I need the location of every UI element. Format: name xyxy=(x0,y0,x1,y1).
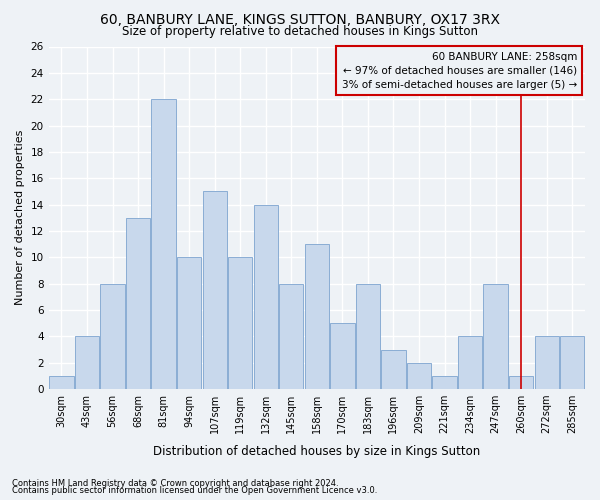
Bar xyxy=(203,192,227,389)
Bar xyxy=(509,376,533,389)
Text: 60 BANBURY LANE: 258sqm
← 97% of detached houses are smaller (146)
3% of semi-de: 60 BANBURY LANE: 258sqm ← 97% of detache… xyxy=(342,52,577,90)
Bar xyxy=(382,350,406,389)
Bar xyxy=(407,362,431,389)
Bar xyxy=(151,99,176,389)
Bar xyxy=(228,258,253,389)
Bar xyxy=(433,376,457,389)
Bar xyxy=(100,284,125,389)
Bar xyxy=(535,336,559,389)
Bar xyxy=(484,284,508,389)
Text: 60, BANBURY LANE, KINGS SUTTON, BANBURY, OX17 3RX: 60, BANBURY LANE, KINGS SUTTON, BANBURY,… xyxy=(100,12,500,26)
Bar xyxy=(126,218,150,389)
Bar xyxy=(305,244,329,389)
Text: Contains public sector information licensed under the Open Government Licence v3: Contains public sector information licen… xyxy=(12,486,377,495)
X-axis label: Distribution of detached houses by size in Kings Sutton: Distribution of detached houses by size … xyxy=(153,444,481,458)
Bar xyxy=(279,284,304,389)
Bar xyxy=(330,323,355,389)
Bar xyxy=(254,204,278,389)
Bar xyxy=(458,336,482,389)
Bar xyxy=(75,336,99,389)
Bar xyxy=(560,336,584,389)
Bar xyxy=(177,258,201,389)
Text: Size of property relative to detached houses in Kings Sutton: Size of property relative to detached ho… xyxy=(122,25,478,38)
Y-axis label: Number of detached properties: Number of detached properties xyxy=(15,130,25,306)
Text: Contains HM Land Registry data © Crown copyright and database right 2024.: Contains HM Land Registry data © Crown c… xyxy=(12,478,338,488)
Bar xyxy=(356,284,380,389)
Bar xyxy=(49,376,74,389)
